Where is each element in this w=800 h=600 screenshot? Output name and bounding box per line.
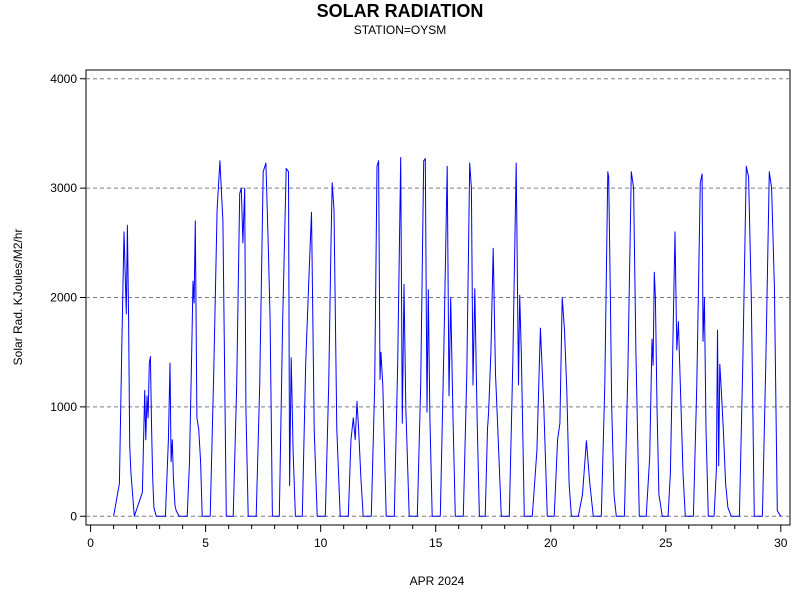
x-tick-label-5: 25 <box>659 536 673 550</box>
chart-subtitle: STATION=OYSM <box>353 23 447 37</box>
y-axis-label: Solar Rad. KJoules/M2/hr <box>11 229 25 366</box>
y-tick-label-1: 1000 <box>50 400 77 414</box>
y-tick-label-2: 2000 <box>50 291 77 305</box>
x-tick-label-3: 15 <box>429 536 443 550</box>
gridlines <box>86 78 790 517</box>
x-tick-label-2: 10 <box>314 536 328 550</box>
x-tick-label-4: 20 <box>544 536 558 550</box>
chart-title: SOLAR RADIATION <box>316 1 484 21</box>
series-line-0 <box>113 157 782 517</box>
axes: 0 1000 2000 3000 4000 0 5 10 15 20 25 30 <box>50 72 787 550</box>
x-axis-label: APR 2024 <box>410 574 465 588</box>
x-tick-label-6: 30 <box>774 536 788 550</box>
series-layer <box>113 157 782 517</box>
y-tick-label-3: 3000 <box>50 181 77 195</box>
x-tick-label-0: 0 <box>87 536 94 550</box>
y-tick-label-4: 4000 <box>50 72 77 86</box>
y-tick-label-0: 0 <box>70 509 77 523</box>
x-tick-label-1: 5 <box>202 536 209 550</box>
